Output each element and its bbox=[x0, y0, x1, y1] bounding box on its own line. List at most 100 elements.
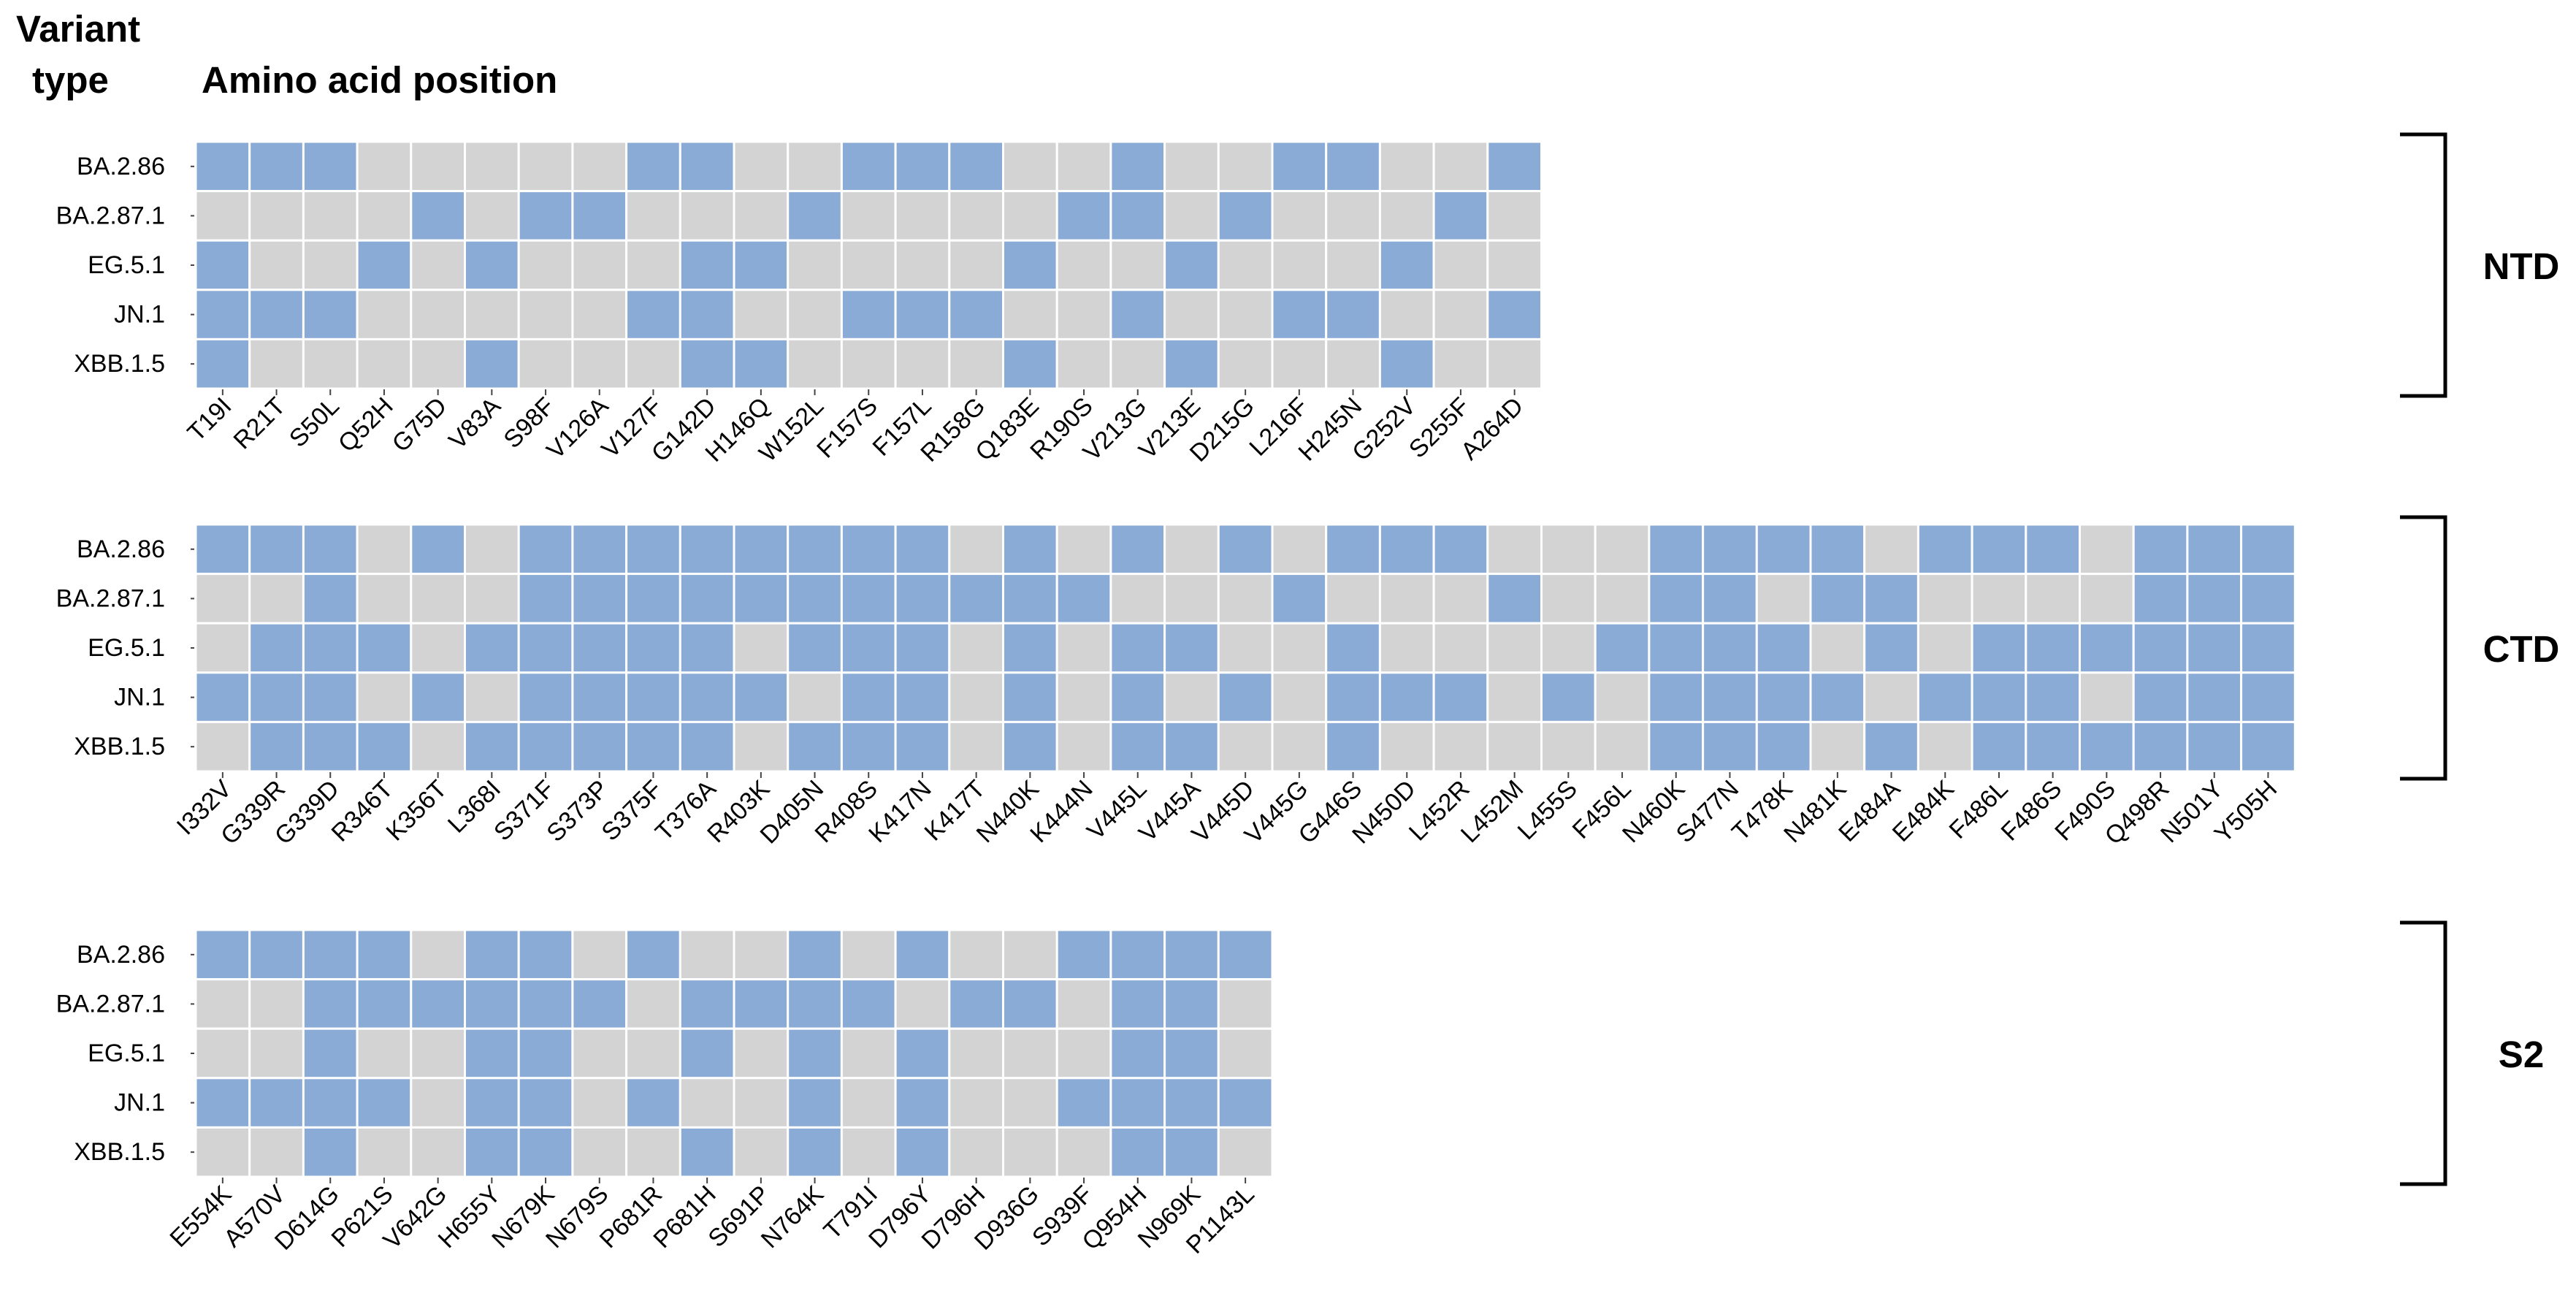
heatmap-cell bbox=[410, 671, 466, 723]
heatmap-cell bbox=[733, 978, 790, 1030]
heatmap-cell bbox=[840, 289, 897, 340]
heatmap-cell bbox=[733, 573, 790, 625]
heatmap-cell bbox=[1055, 289, 1112, 340]
heatmap-cell bbox=[248, 928, 305, 981]
heatmap-cell bbox=[1594, 720, 1651, 773]
heatmap-cell bbox=[1217, 1027, 1274, 1080]
heatmap-cell bbox=[1002, 1027, 1058, 1080]
heatmap-cell bbox=[1486, 337, 1543, 390]
heatmap-cell bbox=[1109, 928, 1166, 981]
heatmap-cell bbox=[356, 523, 413, 576]
heatmap-cell bbox=[248, 671, 305, 723]
heatmap-cell bbox=[194, 622, 251, 674]
heatmap-cell bbox=[840, 671, 897, 723]
heatmap-cell bbox=[1055, 190, 1112, 242]
heatmap-cell bbox=[1109, 720, 1166, 773]
heatmap-cell bbox=[517, 978, 574, 1030]
heatmap-cell bbox=[787, 928, 843, 981]
row-label: BA.2.86 bbox=[77, 535, 165, 563]
heatmap-cell bbox=[1163, 239, 1220, 291]
heatmap-cell bbox=[248, 239, 305, 291]
heatmap-cell bbox=[1271, 337, 1328, 390]
heatmap-cell bbox=[302, 523, 359, 576]
heatmap-cell bbox=[356, 1077, 413, 1129]
heatmap-cell bbox=[1163, 573, 1220, 625]
column-label: S477N bbox=[1671, 775, 1744, 848]
heatmap-cell bbox=[625, 1126, 681, 1178]
heatmap-cell bbox=[1055, 622, 1112, 674]
heatmap-cell bbox=[1109, 1126, 1166, 1178]
column-label: L455S bbox=[1513, 775, 1583, 845]
heatmap-cell bbox=[894, 140, 951, 193]
heatmap-cell bbox=[1217, 720, 1274, 773]
heatmap-cell bbox=[1002, 523, 1058, 576]
heatmap-cell bbox=[194, 289, 251, 340]
heatmap-cell bbox=[410, 337, 466, 390]
row-label: EG.5.1 bbox=[88, 1039, 165, 1067]
heatmap-cell bbox=[1432, 622, 1489, 674]
heatmap-cell bbox=[194, 671, 251, 723]
heatmap-cell bbox=[356, 190, 413, 242]
row-label: BA.2.86 bbox=[77, 941, 165, 969]
heatmap-cell bbox=[1055, 978, 1112, 1030]
heatmap-cell bbox=[571, 1077, 628, 1129]
heatmap-cell bbox=[948, 1077, 1005, 1129]
heatmap-cell bbox=[248, 289, 305, 340]
heatmap-cell bbox=[733, 1126, 790, 1178]
column-label: F157S bbox=[811, 392, 883, 464]
row-label: JN.1 bbox=[114, 684, 165, 711]
heatmap-cell bbox=[248, 523, 305, 576]
heatmap-cell bbox=[733, 239, 790, 291]
heatmap-cell bbox=[1217, 239, 1274, 291]
heatmap-cell bbox=[248, 140, 305, 193]
heatmap-cell bbox=[679, 1027, 735, 1080]
heatmap-cell bbox=[194, 190, 251, 242]
heatmap-cell bbox=[1378, 140, 1435, 193]
region-label-s2: S2 bbox=[2499, 1034, 2544, 1075]
heatmap-cell bbox=[302, 671, 359, 723]
row-label: XBB.1.5 bbox=[74, 1138, 165, 1166]
heatmap-cell bbox=[625, 622, 681, 674]
heatmap-cell bbox=[787, 337, 843, 390]
heatmap-cell bbox=[1486, 239, 1543, 291]
heatmap-cell bbox=[356, 928, 413, 981]
heatmap-cell bbox=[679, 239, 735, 291]
heatmap-cell bbox=[625, 1077, 681, 1129]
heatmap-cell bbox=[2079, 671, 2135, 723]
heatmap-cell bbox=[356, 1126, 413, 1178]
heatmap-cell bbox=[410, 1077, 466, 1129]
heatmap-cell bbox=[679, 928, 735, 981]
heatmap-cell bbox=[302, 1027, 359, 1080]
heatmap-cell bbox=[517, 1077, 574, 1129]
heatmap-cell bbox=[2132, 573, 2189, 625]
heatmap-cell bbox=[787, 140, 843, 193]
heatmap-cell bbox=[894, 1027, 951, 1080]
heatmap-cell bbox=[1432, 140, 1489, 193]
heatmap-cell bbox=[625, 573, 681, 625]
heatmap-cell bbox=[625, 1027, 681, 1080]
heatmap-cell bbox=[2186, 671, 2243, 723]
heatmap-cell bbox=[1809, 671, 1866, 723]
heatmap-cell bbox=[410, 140, 466, 193]
heatmap-cell bbox=[302, 190, 359, 242]
column-label: S375F bbox=[596, 775, 668, 847]
heatmap-cell bbox=[410, 239, 466, 291]
heatmap-cell bbox=[194, 1126, 251, 1178]
heatmap-cell bbox=[1109, 337, 1166, 390]
heatmap-cell bbox=[625, 289, 681, 340]
heatmap-cell bbox=[894, 239, 951, 291]
heatmap-cell bbox=[1163, 978, 1220, 1030]
heatmap-cell bbox=[1163, 289, 1220, 340]
heatmap-cell bbox=[840, 1027, 897, 1080]
heatmap-cell bbox=[464, 978, 520, 1030]
heatmap-cell bbox=[894, 978, 951, 1030]
heatmap-cell bbox=[733, 337, 790, 390]
heatmap-cell bbox=[625, 239, 681, 291]
heatmap-cell bbox=[302, 622, 359, 674]
column-label: Q52H bbox=[333, 392, 399, 458]
heatmap-cell bbox=[679, 523, 735, 576]
heatmap-cell bbox=[1594, 573, 1651, 625]
heatmap-cell bbox=[1809, 720, 1866, 773]
heatmap-cell bbox=[1863, 622, 1919, 674]
